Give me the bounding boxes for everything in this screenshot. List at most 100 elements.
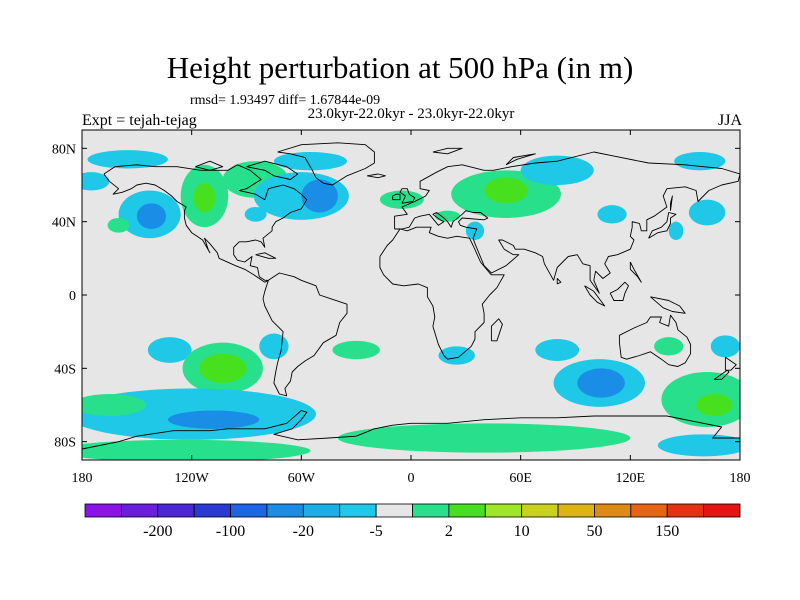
positive-anomaly-region: [434, 210, 461, 222]
coastline-svalbard: [432, 147, 463, 155]
positive-anomaly-region: [337, 423, 631, 453]
coastline-ireland: [392, 193, 401, 201]
coastline-madagascar: [490, 318, 503, 342]
negative-anomaly-region: [136, 203, 167, 230]
colorbar-swatch: [666, 503, 705, 518]
negative-anomaly-region: [674, 152, 726, 171]
colorbar: -200 -100 -20 -5 2 10 50 150: [84, 503, 741, 540]
lon-tick-label: 120E: [616, 471, 646, 486]
colorbar-swatch: [557, 503, 595, 518]
negative-anomaly-region: [244, 207, 267, 222]
lon-tick-label: 120W: [175, 471, 210, 486]
colorbar-swatch: [193, 503, 231, 518]
colorbar-label: -200: [143, 523, 172, 540]
negative-anomaly-region: [87, 150, 168, 169]
coastline-africa: [379, 226, 505, 360]
coastline-uk: [399, 188, 416, 204]
positive-anomaly-region: [484, 177, 528, 204]
lat-tick-label: 40S: [54, 362, 76, 377]
coastline-kamchatka-sakhalin: [670, 195, 673, 211]
colorbar-swatch: [230, 503, 268, 518]
negative-anomaly-region: [273, 152, 348, 171]
coastline-baffin: [246, 160, 299, 180]
colorbar-swatch: [630, 503, 668, 518]
negative-anomaly-region: [688, 199, 726, 226]
positive-anomaly-region: [107, 218, 130, 233]
colorbar-swatch: [339, 503, 377, 518]
colorbar-label: 150: [655, 523, 679, 540]
coastline-new-guinea: [650, 296, 686, 314]
lon-tick-label: 60W: [288, 471, 316, 486]
map-axes: 80N 40N 0 40S 80S 180 120W 60W 0 60E 120E 180: [52, 130, 751, 486]
negative-anomaly-region: [577, 368, 625, 398]
colorbar-swatch: [594, 503, 632, 518]
coastline-greenland: [277, 142, 375, 186]
negative-anomaly-region: [668, 221, 684, 240]
colorbar-label: -20: [293, 523, 314, 540]
positive-anomaly-region: [193, 183, 216, 213]
coastline-new-zealand-south: [713, 369, 730, 380]
coastline-eurasia: [394, 151, 740, 294]
colorbar-label: 10: [514, 523, 530, 540]
negative-anomaly-region: [167, 410, 260, 429]
negative-anomaly-region: [82, 172, 110, 191]
negative-anomaly-region: [657, 434, 740, 457]
positive-anomaly-region: [82, 439, 311, 460]
positive-anomaly-region: [379, 190, 424, 209]
coastline-philippines: [629, 261, 642, 283]
coastline-iceland: [367, 173, 386, 179]
colorbar-swatch: [412, 503, 450, 518]
experiment-label: Expt = tejah-tejag: [82, 112, 197, 129]
positive-anomaly-region: [332, 340, 380, 360]
anomaly-contours: [82, 150, 740, 460]
positive-anomaly-region: [654, 337, 684, 356]
colorbar-swatch: [703, 503, 741, 518]
positive-anomaly-region: [82, 394, 146, 416]
coastlines: [82, 142, 740, 450]
negative-anomaly-region: [710, 335, 740, 358]
positive-anomaly-region: [198, 353, 247, 384]
negative-anomaly-region: [301, 179, 338, 213]
colorbar-swatch: [157, 503, 195, 518]
lon-tick-label: 60E: [509, 471, 532, 486]
coastline-sumatra: [584, 285, 606, 307]
colorbar-swatch: [448, 503, 486, 518]
colorbar-label: -5: [369, 523, 382, 540]
colorbar-swatch: [375, 503, 413, 518]
coastline-novaya-zemlya: [505, 153, 536, 166]
lon-tick-label: 0: [408, 471, 415, 486]
coastline-australia: [618, 314, 692, 367]
negative-anomaly-region: [520, 155, 594, 185]
coastline-antarctica: [82, 410, 740, 450]
positive-anomaly-region: [696, 394, 733, 416]
negative-anomaly-region: [147, 337, 192, 363]
stats-line: rmsd= 1.93497 diff= 1.67844e-09: [190, 93, 381, 108]
coastline-south-america: [262, 272, 348, 397]
coastline-north-america: [103, 164, 308, 283]
lat-tick-label: 80S: [54, 436, 76, 451]
colorbar-label: 2: [445, 523, 453, 540]
lat-tick-label: 80N: [52, 142, 76, 157]
coastline-victoria-island: [195, 160, 224, 171]
lat-tick-label: 0: [69, 289, 76, 304]
negative-anomaly-region: [259, 333, 289, 360]
negative-anomaly-region: [597, 205, 627, 224]
colorbar-swatch: [120, 503, 159, 518]
colorbar-label: -100: [216, 523, 245, 540]
lon-tick-label: 180: [730, 471, 751, 486]
negative-anomaly-region: [465, 221, 485, 240]
coastline-new-zealand: [724, 356, 737, 371]
colorbar-swatch: [484, 503, 523, 518]
coastline-borneo: [609, 281, 629, 301]
lat-tick-label: 40N: [52, 216, 76, 231]
colorbar-swatch: [266, 503, 304, 518]
coastline-japan: [648, 212, 677, 239]
lon-tick-label: 180: [72, 471, 93, 486]
period-line: 23.0kyr-22.0kyr - 23.0kyr-22.0kyr: [307, 106, 515, 122]
season-label: JJA: [717, 112, 742, 129]
colorbar-swatch: [302, 503, 341, 518]
coastline-sri-lanka: [556, 278, 562, 285]
coastline-cuba: [255, 252, 277, 259]
colorbar-swatch: [84, 503, 122, 518]
